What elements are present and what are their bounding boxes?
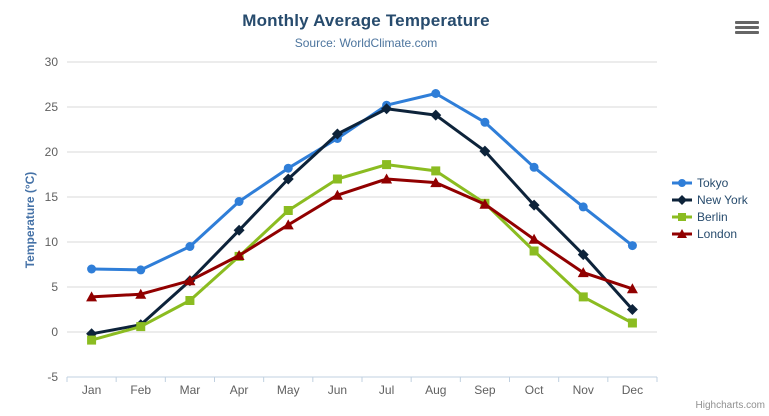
legend-label: New York [697, 193, 748, 207]
x-axis-label: May [277, 383, 300, 397]
series-new-york-marker[interactable] [233, 224, 245, 236]
x-axis-label: Jan [82, 383, 101, 397]
y-axis-label: 0 [51, 325, 58, 339]
x-axis-label: Dec [622, 383, 643, 397]
diamond-icon [672, 195, 692, 205]
series-london-marker[interactable] [233, 250, 245, 260]
series-london-marker[interactable] [479, 198, 491, 209]
x-axis-label: Feb [130, 383, 151, 397]
legend-item-tokyo[interactable]: Tokyo [672, 176, 748, 190]
triangle-icon [672, 229, 692, 238]
series-london-marker[interactable] [577, 267, 589, 278]
y-axis-label: 15 [45, 190, 59, 204]
series-new-york-marker[interactable] [577, 249, 589, 261]
series-tokyo-marker[interactable] [185, 242, 195, 251]
x-axis-label: Sep [474, 383, 496, 397]
series-london-marker[interactable] [331, 189, 343, 200]
series-tokyo-marker[interactable] [283, 163, 293, 173]
series-berlin-marker[interactable] [87, 335, 97, 345]
series-berlin-marker[interactable] [332, 174, 342, 184]
series-london-marker[interactable] [430, 177, 442, 188]
series-berlin-marker[interactable] [431, 166, 441, 176]
series-berlin-marker[interactable] [136, 322, 146, 332]
series-new-york-line[interactable] [90, 107, 634, 336]
x-axis-label: Aug [425, 383, 446, 397]
series-new-york-marker[interactable] [430, 109, 442, 121]
series-tokyo[interactable] [87, 89, 637, 275]
series-london-marker[interactable] [381, 173, 393, 184]
series-london-marker[interactable] [282, 219, 294, 230]
legend-symbol-marker [678, 179, 686, 187]
series-london-marker[interactable] [135, 288, 147, 299]
x-axis-label: Jul [379, 383, 394, 397]
legend-item-berlin[interactable]: Berlin [672, 210, 748, 224]
series-new-york-marker[interactable] [626, 304, 638, 315]
legend-item-new-york[interactable]: New York [672, 193, 748, 207]
x-axis-label: Apr [230, 383, 249, 397]
series-london-line[interactable] [90, 177, 634, 299]
series-new-york-marker[interactable] [331, 128, 343, 140]
y-axis-label: 25 [45, 100, 59, 114]
series-tokyo-marker[interactable] [234, 197, 244, 206]
series-tokyo-marker[interactable] [136, 265, 146, 275]
y-axis-label: 30 [45, 55, 59, 69]
series-london[interactable] [86, 173, 638, 302]
series-london-marker[interactable] [528, 233, 540, 244]
series-london-marker[interactable] [86, 291, 98, 302]
series-tokyo-marker[interactable] [480, 117, 490, 127]
legend-label: Tokyo [697, 176, 729, 190]
series-berlin-marker[interactable] [578, 292, 588, 302]
x-axis-label: Nov [573, 383, 594, 397]
legend-symbol-marker [677, 229, 687, 238]
y-axis-title: Temperature (°C) [23, 171, 37, 269]
credits-link[interactable]: Highcharts.com [695, 400, 765, 411]
square-icon [672, 213, 692, 221]
series-berlin-marker[interactable] [529, 246, 539, 256]
series-new-york-marker[interactable] [528, 199, 540, 211]
legend-symbol-marker [678, 213, 686, 221]
series-london-marker[interactable] [184, 275, 196, 286]
y-axis-label: -5 [47, 370, 58, 384]
hamburger-bar [735, 21, 759, 24]
series-tokyo-marker[interactable] [627, 241, 637, 251]
legend: Tokyo New York Berlin London [672, 176, 748, 241]
series-berlin-marker[interactable] [627, 318, 637, 328]
x-axis-label: Oct [525, 383, 544, 397]
legend-symbol-marker [677, 195, 687, 205]
legend-item-london[interactable]: London [672, 227, 748, 241]
y-axis-label: 5 [51, 280, 58, 294]
x-axis-label: Mar [180, 383, 201, 397]
y-axis-label: 20 [45, 145, 59, 159]
series-berlin-line[interactable] [90, 163, 634, 342]
series-berlin-marker[interactable] [382, 160, 392, 170]
series-tokyo-marker[interactable] [529, 162, 539, 172]
hamburger-bar [735, 26, 759, 29]
series-new-york-marker[interactable] [282, 173, 294, 185]
legend-label: Berlin [697, 210, 728, 224]
x-axis-label: Jun [328, 383, 347, 397]
series-new-york[interactable] [86, 103, 638, 340]
y-axis-label: 10 [45, 235, 59, 249]
series-tokyo-marker[interactable] [431, 89, 441, 98]
series-tokyo-marker[interactable] [87, 264, 97, 274]
series-new-york-marker[interactable] [381, 103, 393, 115]
hamburger-icon[interactable] [735, 21, 759, 34]
series-berlin-marker[interactable] [283, 206, 293, 215]
series-london-marker[interactable] [626, 283, 638, 294]
series-new-york-marker[interactable] [479, 145, 491, 157]
legend-label: London [697, 227, 738, 241]
series-berlin-marker[interactable] [185, 296, 195, 305]
hamburger-bar [735, 31, 759, 34]
series-tokyo-marker[interactable] [578, 202, 588, 212]
circle-icon [672, 179, 692, 187]
